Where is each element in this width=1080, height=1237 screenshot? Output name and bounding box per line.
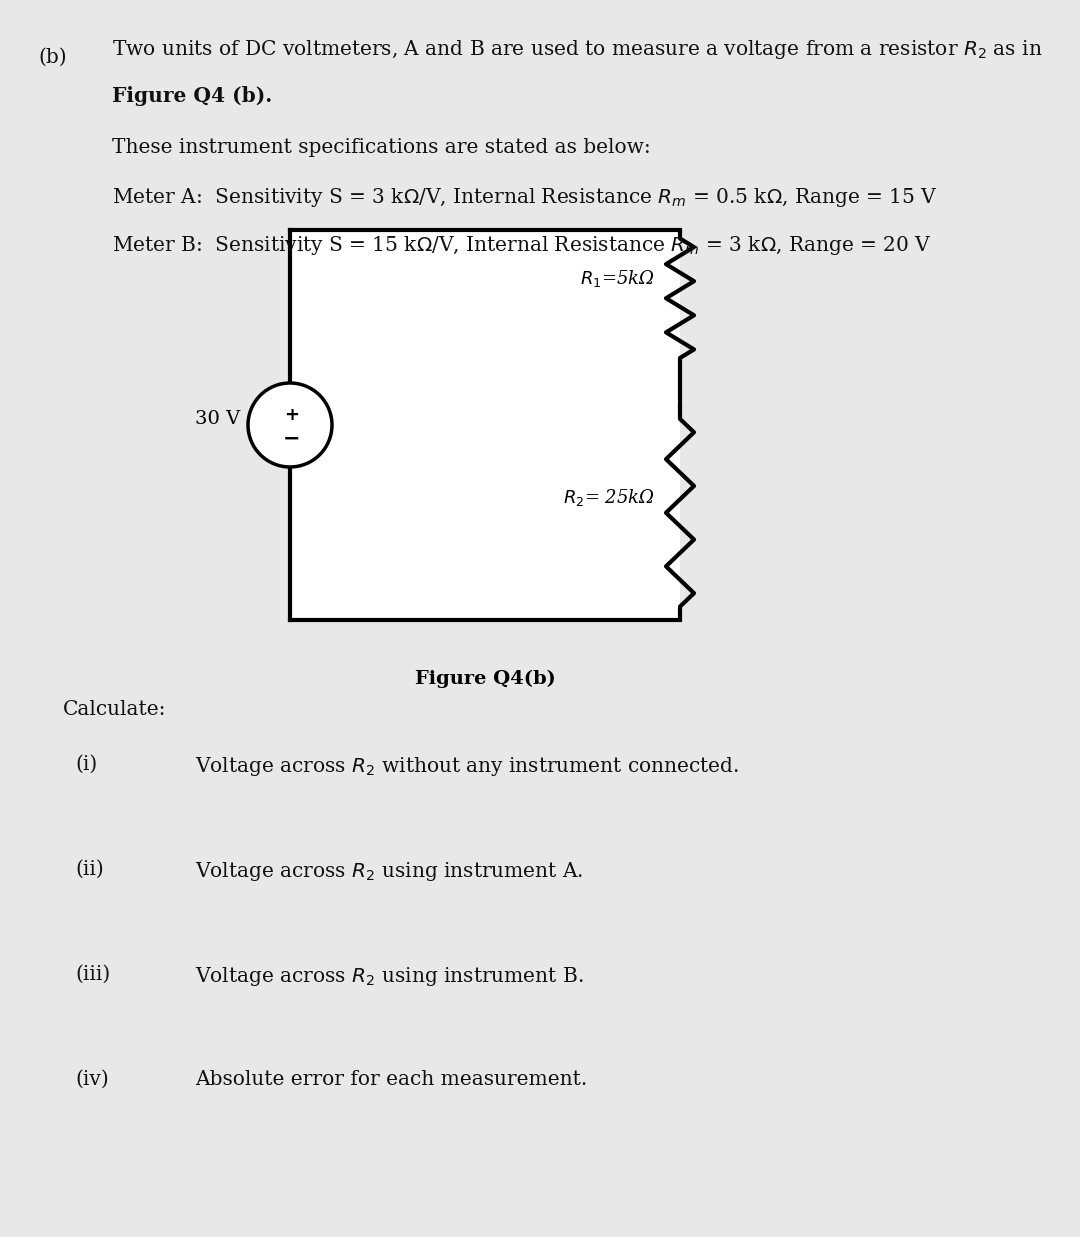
Text: Meter A:  Sensitivity S = 3 k$\Omega$/V, Internal Resistance $R_m$ = 0.5 k$\Omeg: Meter A: Sensitivity S = 3 k$\Omega$/V, …: [112, 186, 937, 209]
Text: (i): (i): [75, 755, 97, 774]
Text: Voltage across $R_2$ without any instrument connected.: Voltage across $R_2$ without any instrum…: [195, 755, 739, 778]
Text: −: −: [283, 429, 300, 449]
Text: $R_2$= 25kΩ: $R_2$= 25kΩ: [563, 487, 654, 508]
Text: (iv): (iv): [75, 1070, 109, 1089]
Text: Two units of DC voltmeters, A and B are used to measure a voltage from a resisto: Two units of DC voltmeters, A and B are …: [112, 38, 1042, 61]
Bar: [291, 230, 680, 620]
Circle shape: [248, 383, 332, 468]
Text: +: +: [284, 406, 299, 424]
Text: Meter B:  Sensitivity S = 15 k$\Omega$/V, Internal Resistance $R_m$ = 3 k$\Omega: Meter B: Sensitivity S = 15 k$\Omega$/V,…: [112, 234, 932, 257]
Text: Voltage across $R_2$ using instrument B.: Voltage across $R_2$ using instrument B.: [195, 965, 583, 988]
Text: Figure Q4 (b).: Figure Q4 (b).: [112, 87, 272, 106]
Text: (ii): (ii): [75, 860, 104, 880]
Text: 30 V: 30 V: [194, 409, 240, 428]
Text: (iii): (iii): [75, 965, 110, 983]
Text: Absolute error for each measurement.: Absolute error for each measurement.: [195, 1070, 588, 1089]
Text: $R_1$=5kΩ: $R_1$=5kΩ: [580, 267, 654, 288]
Text: (b): (b): [38, 48, 67, 67]
Text: These instrument specifications are stated as below:: These instrument specifications are stat…: [112, 139, 651, 157]
Text: Figure Q4(b): Figure Q4(b): [415, 670, 555, 688]
Text: Voltage across $R_2$ using instrument A.: Voltage across $R_2$ using instrument A.: [195, 860, 583, 883]
Text: Calculate:: Calculate:: [63, 700, 166, 719]
